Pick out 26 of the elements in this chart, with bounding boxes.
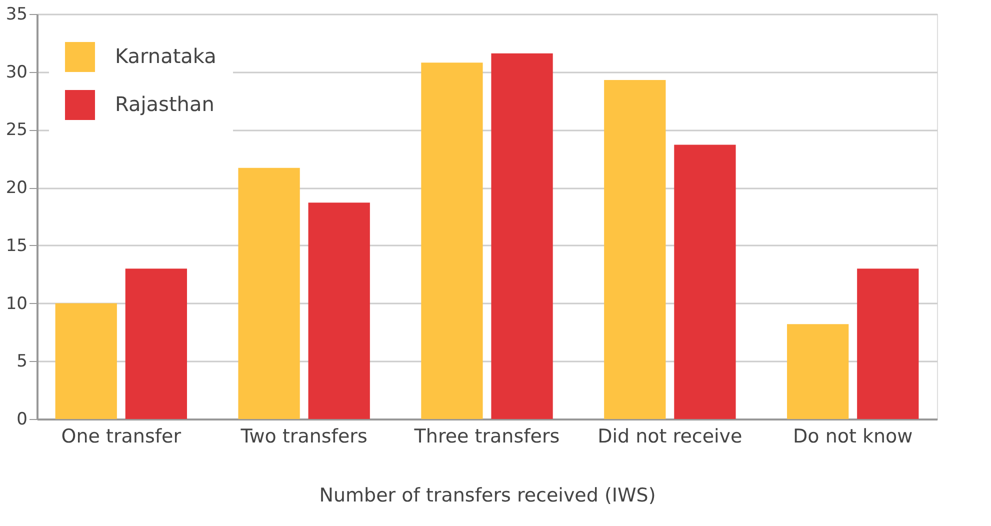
y-tick-label: 5 [16, 352, 28, 372]
bar [604, 80, 666, 419]
bar [857, 268, 919, 419]
bar [55, 303, 117, 419]
y-tick-label: 10 [6, 294, 28, 314]
x-tick-label: One transfer [61, 426, 182, 448]
y-tick-label: 35 [6, 4, 28, 24]
bar [421, 62, 483, 419]
x-tick-label: Do not know [793, 426, 913, 448]
y-tick-label: 30 [6, 62, 28, 82]
y-tick-label: 15 [6, 236, 28, 256]
bar [787, 324, 849, 419]
x-tick-label: Two transfers [240, 426, 368, 448]
bar [491, 53, 553, 419]
y-tick-label: 25 [6, 120, 28, 140]
bar [308, 202, 370, 419]
legend-label: Karnataka [115, 44, 216, 68]
bar [125, 268, 187, 419]
y-tick-label: 20 [6, 178, 28, 198]
bar [238, 168, 300, 419]
x-tick-label: Did not receive [598, 426, 742, 448]
bar [674, 144, 736, 419]
x-axis-title: Number of transfers received (IWS) [319, 484, 656, 506]
x-tick-label: Three transfers [413, 426, 560, 448]
y-tick-label: 0 [16, 410, 28, 430]
legend-label: Rajasthan [115, 92, 214, 116]
